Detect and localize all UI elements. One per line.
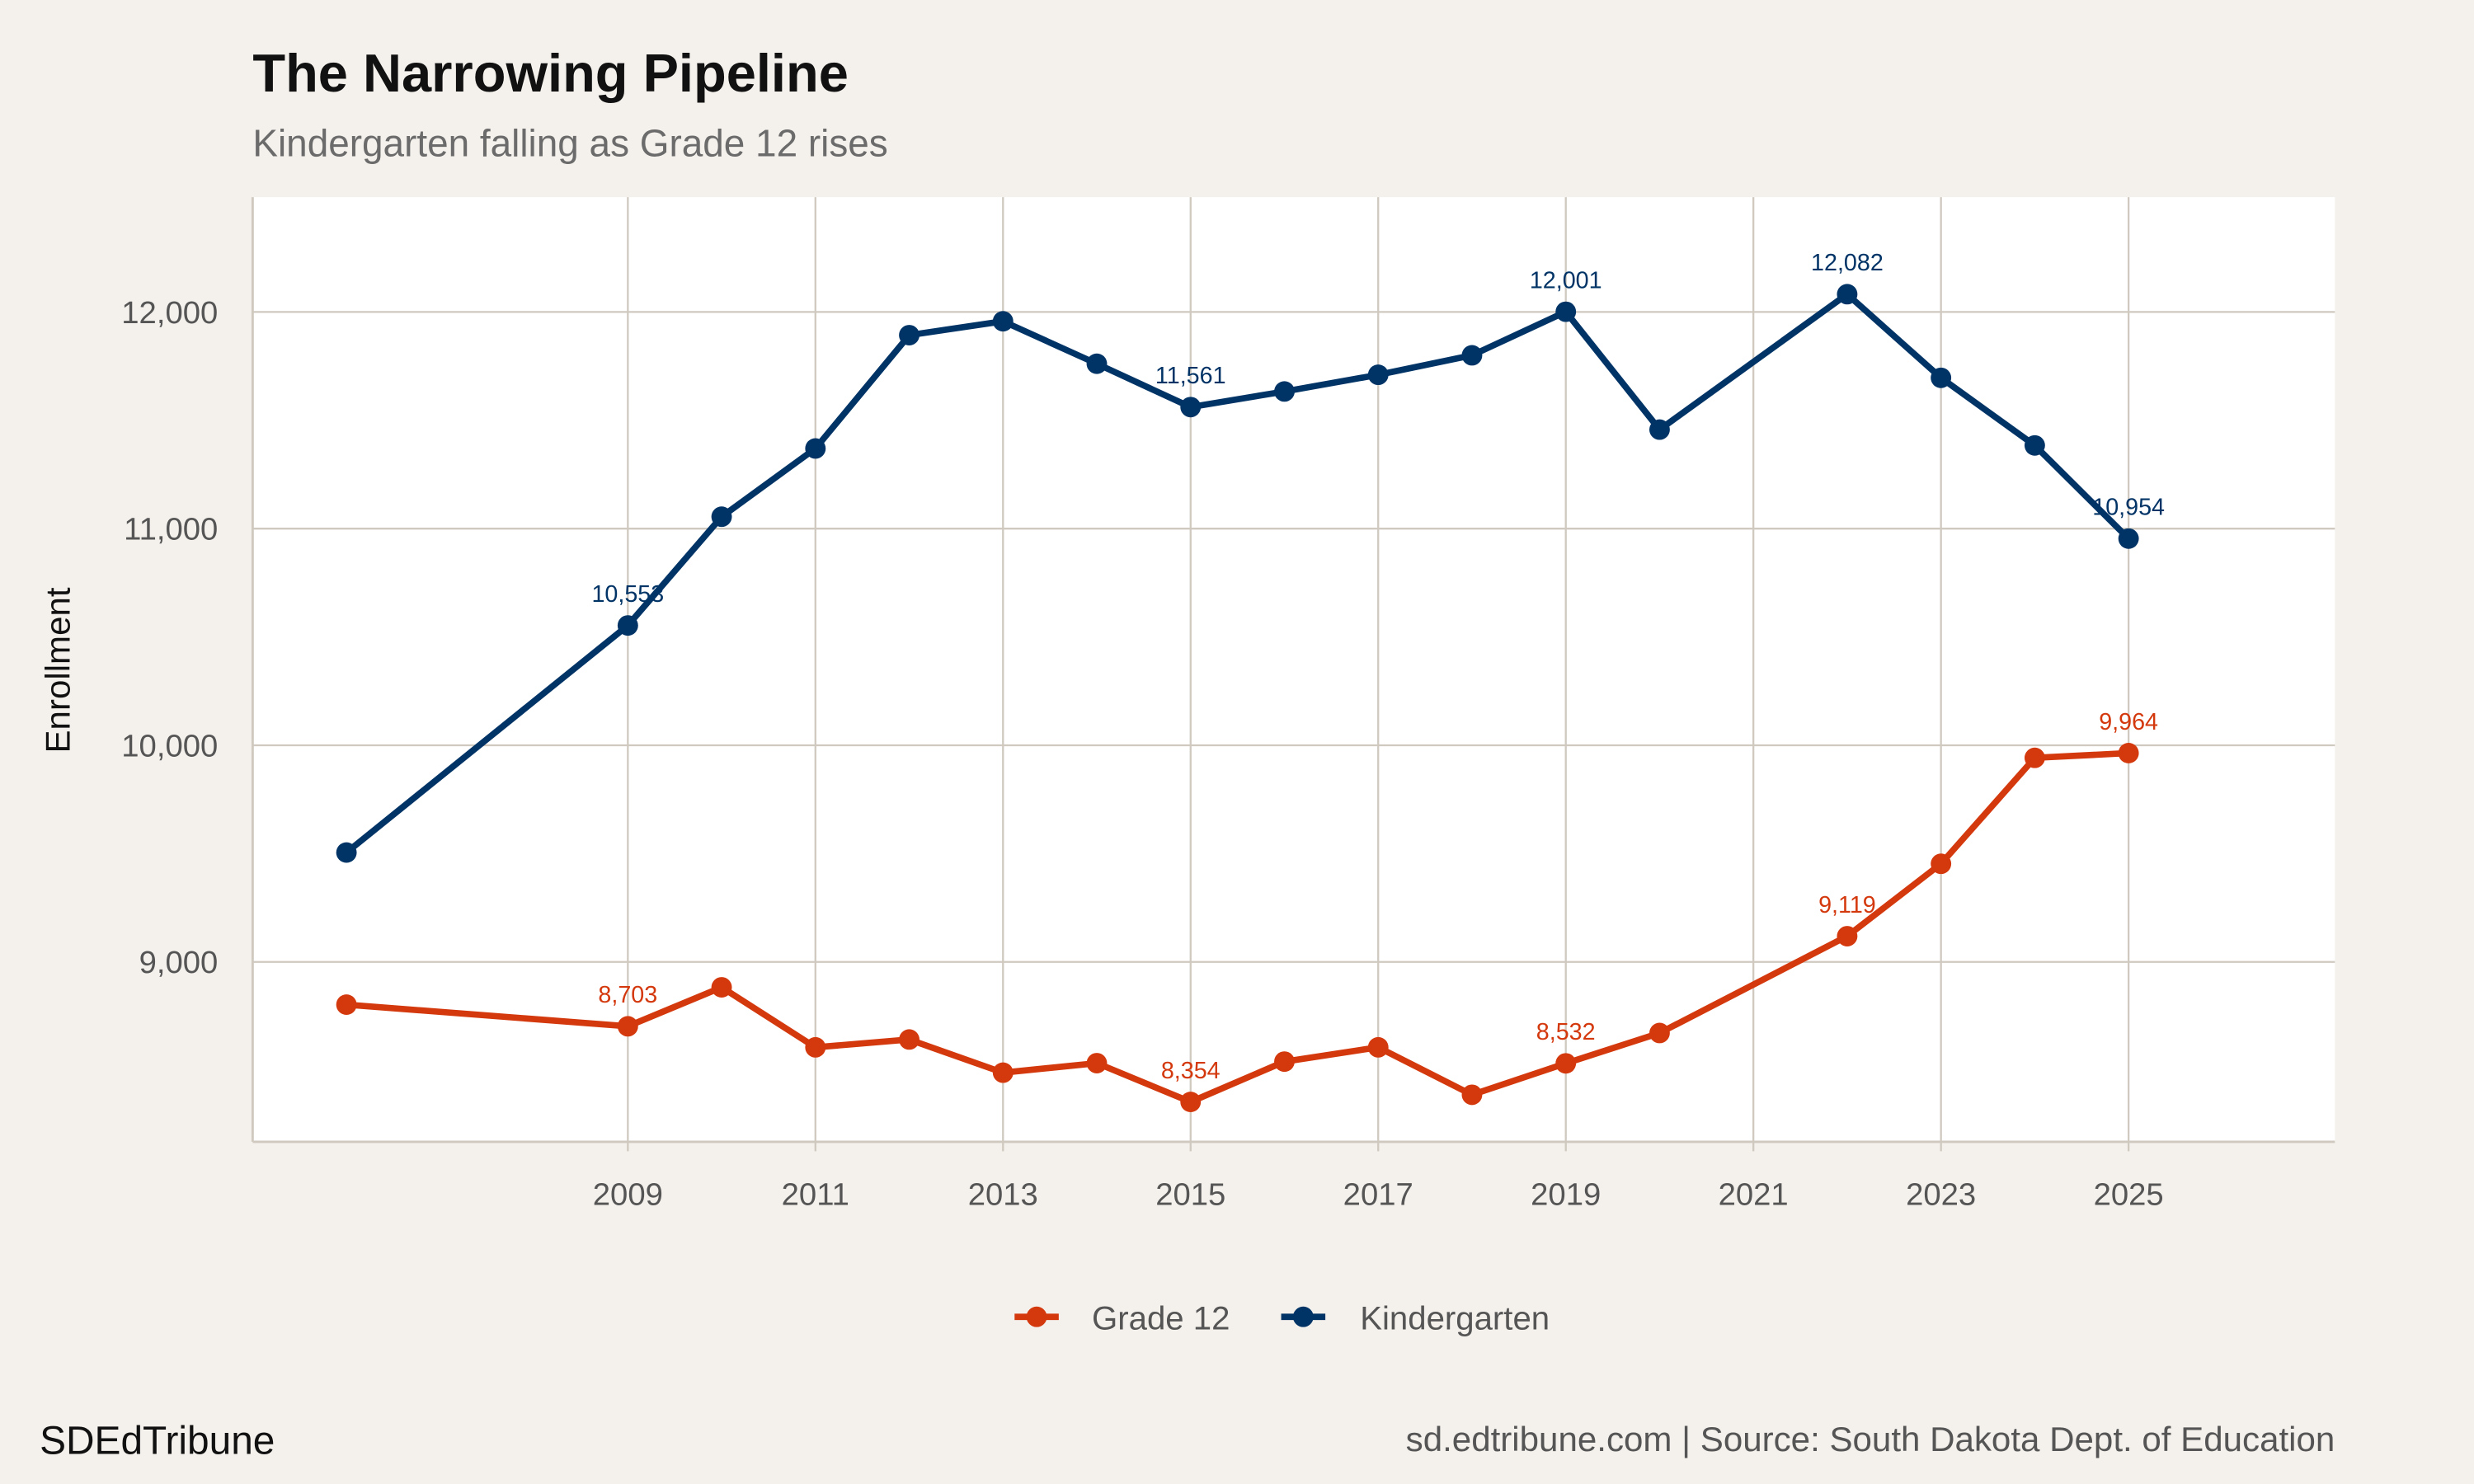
x-tick-label: 2015: [1155, 1176, 1225, 1212]
point-kindergarten: [617, 615, 638, 636]
x-tick-label: 2019: [1531, 1176, 1601, 1212]
legend-marker-kindergarten: [1292, 1306, 1314, 1327]
point-grade-12: [1649, 1022, 1670, 1044]
point-kindergarten: [1086, 353, 1108, 374]
x-tick-label: 2013: [968, 1176, 1038, 1212]
point-kindergarten: [1837, 284, 1858, 305]
point-grade-12: [805, 1036, 826, 1058]
point-grade-12: [711, 977, 732, 998]
data-label-grade-12: 8,354: [1161, 1058, 1221, 1084]
series-kindergarten: 10,553 11,561 12,001 12,082 10,954: [336, 250, 2165, 863]
legend: Grade 12 Kindergarten: [1014, 1300, 1550, 1337]
point-grade-12: [1274, 1051, 1295, 1073]
point-grade-12: [1367, 1036, 1389, 1058]
point-grade-12: [617, 1016, 638, 1037]
point-kindergarten: [1555, 301, 1577, 322]
data-label-kindergarten: 12,001: [1530, 267, 1602, 294]
point-kindergarten: [2118, 528, 2139, 549]
x-tick-label: 2011: [782, 1176, 849, 1212]
point-kindergarten: [992, 311, 1014, 332]
plot-panel: [252, 197, 2335, 1142]
series-grade-12: 8,703 8,354 8,532 9,119 9,964: [336, 709, 2158, 1112]
point-kindergarten: [711, 506, 732, 528]
point-grade-12: [1180, 1092, 1202, 1112]
point-kindergarten: [1461, 345, 1483, 366]
data-label-grade-12: 8,532: [1536, 1019, 1596, 1045]
point-kindergarten: [1274, 381, 1295, 402]
x-tick-label: 2025: [2094, 1176, 2164, 1212]
chart-title: The Narrowing Pipeline: [252, 43, 849, 103]
y-tick-label: 11,000: [124, 512, 218, 547]
point-grade-12: [1086, 1053, 1108, 1073]
series-group: 8,703 8,354 8,532 9,119 9,964 10,553 11,561 12,…: [336, 250, 2165, 1112]
data-label-kindergarten: 12,082: [1811, 250, 1884, 276]
data-label-grade-12: 8,703: [598, 982, 657, 1008]
point-kindergarten: [805, 438, 826, 459]
data-label-kindergarten: 10,553: [591, 581, 664, 608]
chart-subtitle: Kindergarten falling as Grade 12 rises: [252, 121, 887, 164]
x-tick-label: 2017: [1343, 1176, 1413, 1212]
point-grade-12: [899, 1029, 920, 1050]
x-tick-label: 2009: [593, 1176, 663, 1212]
y-axis-label: Enrollment: [38, 587, 77, 753]
legend-label-grade-12: Grade 12: [1092, 1300, 1230, 1337]
data-label-grade-12: 9,964: [2099, 709, 2158, 735]
point-grade-12: [2118, 743, 2139, 763]
legend-marker-grade-12: [1026, 1306, 1047, 1327]
x-tick-label: 2021: [1719, 1176, 1789, 1212]
data-label-grade-12: 9,119: [1818, 892, 1876, 918]
data-label-kindergarten: 11,561: [1155, 363, 1226, 389]
point-kindergarten: [336, 842, 357, 863]
point-grade-12: [2024, 747, 2045, 768]
source-note: sd.edtribune.com | Source: South Dakota …: [1406, 1420, 2335, 1458]
x-ticks: 2009 2011 2013 2015 2017 2019 2021 2023 2025: [593, 1141, 2164, 1212]
point-grade-12: [1555, 1053, 1577, 1074]
legend-item-grade-12: Grade 12: [1014, 1300, 1230, 1337]
x-tick-label: 2023: [1906, 1176, 1976, 1212]
point-grade-12: [1837, 926, 1858, 946]
point-kindergarten: [1367, 364, 1389, 386]
point-grade-12: [336, 994, 357, 1015]
point-kindergarten: [2024, 434, 2045, 456]
grid: [252, 197, 2335, 1142]
y-ticks: 9,000 10,000 11,000 12,000: [121, 295, 218, 980]
data-label-kindergarten: 10,954: [2092, 495, 2165, 521]
legend-item-kindergarten: Kindergarten: [1281, 1300, 1550, 1337]
y-tick-label: 9,000: [139, 945, 219, 980]
y-tick-label: 12,000: [121, 295, 218, 331]
point-kindergarten: [1180, 397, 1202, 418]
point-kindergarten: [899, 325, 920, 345]
point-kindergarten: [1931, 367, 1952, 388]
point-grade-12: [1931, 853, 1952, 875]
legend-label-kindergarten: Kindergarten: [1360, 1300, 1550, 1337]
y-tick-label: 10,000: [121, 728, 218, 763]
point-kindergarten: [1649, 419, 1670, 440]
point-grade-12: [992, 1062, 1014, 1083]
point-grade-12: [1461, 1084, 1483, 1106]
brand-name: SDEdTribune: [40, 1420, 275, 1463]
